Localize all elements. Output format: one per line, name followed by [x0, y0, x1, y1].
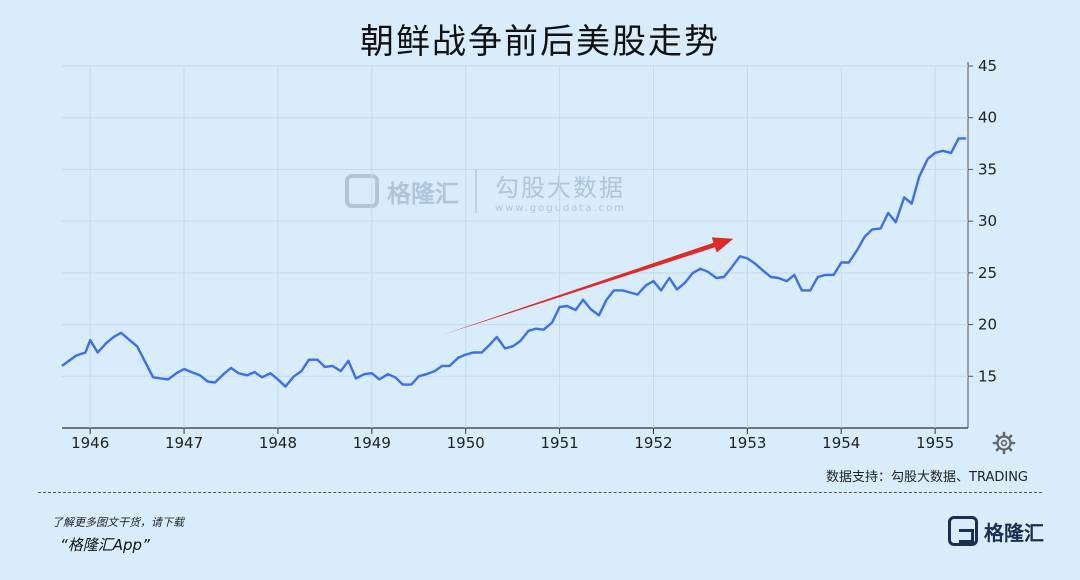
trend-arrow-group	[442, 237, 734, 335]
y-tick-label: 45	[978, 57, 997, 75]
y-tick-label: 25	[978, 264, 997, 282]
chart-title: 朝鲜战争前后美股走势	[360, 22, 720, 62]
x-tick-label: 1947	[165, 434, 203, 452]
grid	[62, 62, 969, 429]
y-tick-label: 20	[978, 316, 997, 334]
x-tick-label: 1954	[822, 434, 860, 452]
x-tick-label: 1948	[259, 434, 297, 452]
gear-icon[interactable]	[992, 431, 1016, 455]
y-axis: 15 20 25 30 35 40 45	[968, 57, 997, 385]
x-tick-label: 1955	[916, 434, 954, 452]
watermark-logo-icon	[345, 174, 379, 208]
trend-arrow	[442, 237, 734, 335]
y-tick-label: 30	[978, 212, 997, 230]
x-tick-label: 1952	[634, 434, 672, 452]
logo-icon	[948, 516, 978, 546]
y-tick-label: 40	[978, 109, 997, 127]
footer-download-prompt: 了解更多图文干货，请下载	[52, 516, 184, 529]
x-tick-label: 1949	[353, 434, 391, 452]
watermark-separator	[475, 169, 477, 213]
footer-logo: 格隆汇	[948, 514, 1044, 548]
x-tick-label: 1946	[71, 434, 109, 452]
x-tick-label: 1950	[447, 434, 485, 452]
watermark-brand: 格隆汇	[387, 179, 459, 208]
source-note: 数据支持：勾股大数据、TRADING	[826, 470, 1028, 485]
footer-app-name: “格隆汇App”	[60, 536, 150, 554]
series-line-0	[61, 137, 967, 388]
x-axis: 1946 1947 1948 1949 1950 1951 1952 1953 1954 1955	[71, 428, 954, 452]
watermark-name: 勾股大数据	[495, 174, 625, 202]
y-tick-label: 35	[978, 160, 997, 178]
series-line-group	[61, 137, 967, 388]
footer-logo-text: 格隆汇	[984, 520, 1044, 545]
x-tick-label: 1953	[728, 434, 766, 452]
divider	[38, 492, 1042, 493]
y-tick-label: 15	[978, 367, 997, 385]
x-tick-label: 1951	[541, 434, 579, 452]
